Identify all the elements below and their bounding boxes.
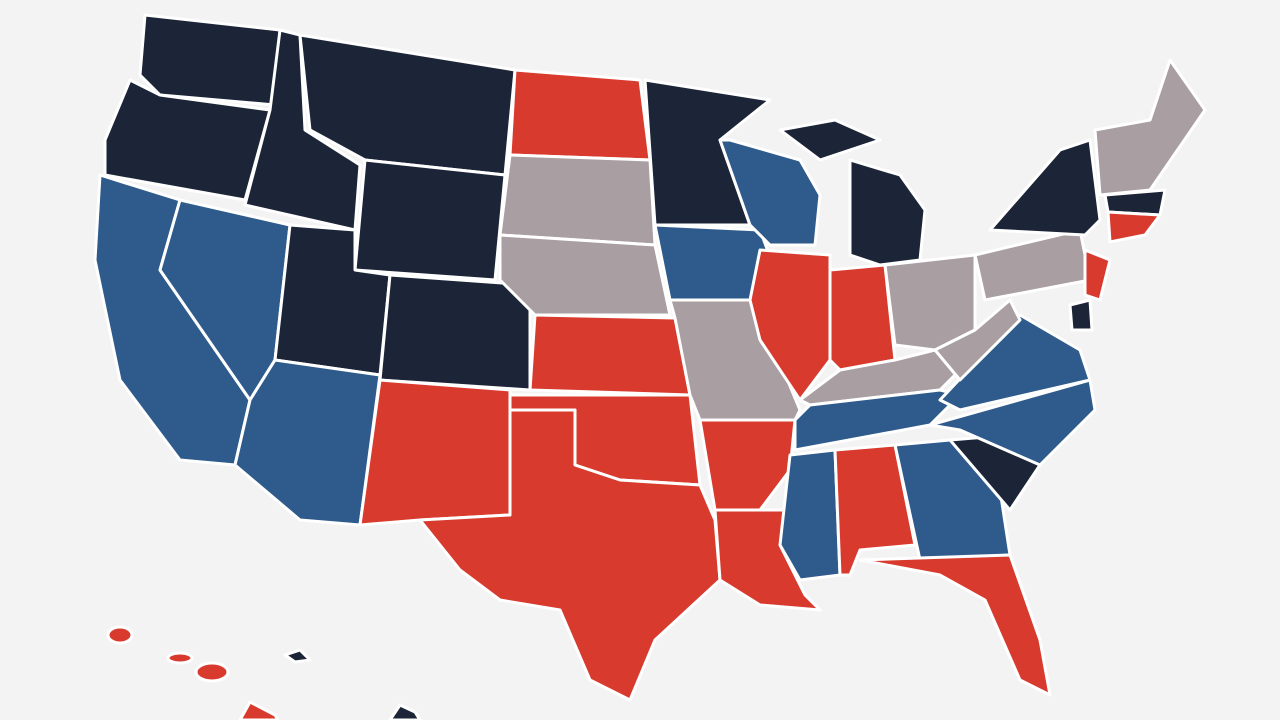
- region: [498, 153, 657, 247]
- region: [358, 378, 512, 527]
- region: [778, 448, 842, 582]
- region: [194, 661, 230, 683]
- region: [528, 313, 692, 397]
- region: [718, 138, 822, 247]
- region: [828, 263, 897, 372]
- region: [778, 118, 882, 162]
- region: [858, 553, 1052, 697]
- region: [233, 358, 382, 527]
- region: [106, 625, 134, 645]
- region: [283, 648, 312, 664]
- region: [893, 438, 1012, 562]
- region: [1093, 58, 1207, 197]
- region: [973, 228, 1092, 302]
- region: [498, 233, 672, 317]
- region: [933, 298, 1022, 382]
- region: [138, 13, 282, 107]
- region: [418, 408, 722, 702]
- region: [238, 700, 280, 720]
- region: [1106, 210, 1162, 244]
- region: [988, 138, 1102, 237]
- region: [388, 703, 422, 720]
- region: [1068, 298, 1094, 332]
- region: [1083, 248, 1112, 302]
- region: [353, 158, 507, 282]
- region: [166, 651, 194, 665]
- region: [378, 273, 532, 392]
- region: [508, 68, 652, 162]
- region: [848, 158, 927, 267]
- states: [93, 13, 1207, 720]
- region: [698, 418, 797, 512]
